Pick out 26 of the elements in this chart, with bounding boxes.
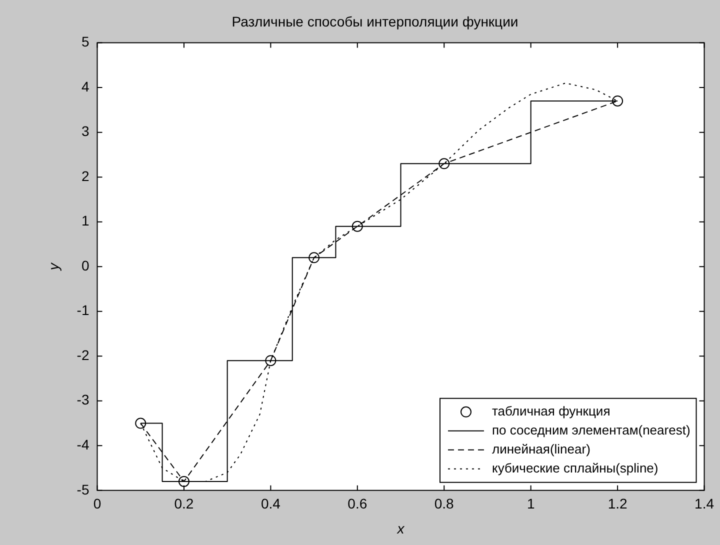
y-tick-label: 1 [81,212,90,229]
y-tick-label: 3 [81,123,90,140]
x-tick-label: 0.4 [260,496,281,512]
x-tick-label: 1.4 [694,496,714,512]
y-tick-label: -2 [76,346,90,363]
y-axis-title: y [45,262,62,272]
x-tick-label: 0.8 [434,496,454,512]
y-tick-label: 5 [81,34,90,50]
x-tick-label: 0.2 [174,496,194,512]
y-tick-label: 2 [81,168,90,184]
x-tick-label: 1 [526,496,535,512]
x-tick-label: 1.2 [608,496,628,512]
legend-label: кубические сплайны(spline) [492,460,658,476]
legend-label: по соседним элементам(nearest) [492,422,690,438]
legend-label: табличная функция [492,403,610,418]
y-tick-label: 0 [81,257,90,274]
y-tick-label: -3 [76,392,90,408]
x-axis-title: x [396,520,406,536]
chart-title: Различные способы интерполяции функции [232,13,518,30]
x-tick-label: 0 [93,496,102,512]
x-tick-label: 0.6 [348,496,368,512]
y-tick-label: 4 [81,78,90,94]
legend-label: линейная(linear) [492,441,590,456]
y-tick-label: -5 [76,481,90,498]
y-tick-label: -4 [76,436,90,452]
y-tick-label: -1 [76,302,90,318]
